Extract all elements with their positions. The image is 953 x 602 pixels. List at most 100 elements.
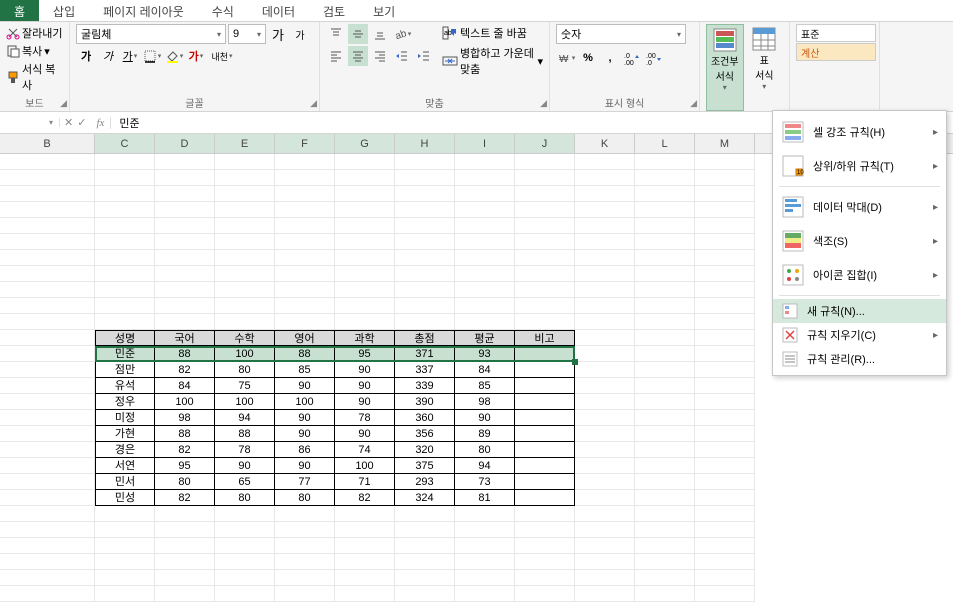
cell[interactable]: 90 [215, 458, 275, 474]
cell[interactable] [515, 170, 575, 186]
style-calc[interactable]: 계산 [796, 43, 876, 61]
cell[interactable] [695, 154, 755, 170]
cell[interactable] [275, 586, 335, 602]
cell[interactable] [395, 282, 455, 298]
cell[interactable] [515, 410, 575, 426]
cell[interactable] [635, 314, 695, 330]
tab-review[interactable]: 검토 [309, 0, 359, 21]
cell[interactable] [0, 522, 95, 538]
cell[interactable] [515, 346, 575, 362]
cell[interactable] [455, 586, 515, 602]
column-header[interactable]: E [215, 134, 275, 153]
cell[interactable] [395, 234, 455, 250]
cell[interactable] [335, 554, 395, 570]
cell[interactable] [95, 218, 155, 234]
number-format-combo[interactable]: 숫자▾ [556, 24, 686, 44]
cell[interactable] [275, 282, 335, 298]
cell[interactable]: 82 [155, 362, 215, 378]
cell[interactable] [0, 218, 95, 234]
cell[interactable] [635, 362, 695, 378]
cell[interactable]: 수학 [215, 330, 275, 346]
cell[interactable] [455, 506, 515, 522]
cell[interactable] [395, 522, 455, 538]
cell[interactable]: 82 [155, 442, 215, 458]
cell[interactable]: 88 [215, 426, 275, 442]
cell[interactable] [215, 282, 275, 298]
cell[interactable]: 390 [395, 394, 455, 410]
column-header[interactable]: F [275, 134, 335, 153]
cell[interactable] [635, 282, 695, 298]
cell[interactable]: 경은 [95, 442, 155, 458]
tab-data[interactable]: 데이터 [248, 0, 309, 21]
orientation-button[interactable]: ab▾ [392, 24, 412, 44]
cell[interactable] [0, 410, 95, 426]
cell[interactable] [575, 202, 635, 218]
cell[interactable] [575, 570, 635, 586]
cell[interactable] [395, 266, 455, 282]
cell[interactable] [575, 538, 635, 554]
fill-handle[interactable] [572, 359, 578, 365]
cell[interactable] [215, 538, 275, 554]
cell[interactable] [515, 314, 575, 330]
cell[interactable] [155, 282, 215, 298]
cell[interactable] [515, 538, 575, 554]
align-left-button[interactable] [326, 46, 346, 66]
cell[interactable]: 미정 [95, 410, 155, 426]
cell[interactable] [0, 202, 95, 218]
cell[interactable] [155, 170, 215, 186]
cell[interactable] [395, 314, 455, 330]
cell[interactable] [395, 186, 455, 202]
cell[interactable] [455, 570, 515, 586]
cell[interactable] [0, 346, 95, 362]
cell[interactable] [335, 202, 395, 218]
cell[interactable] [275, 250, 335, 266]
clear-rules-item[interactable]: 규칙 지우기(C)▸ [773, 323, 946, 347]
column-header[interactable]: G [335, 134, 395, 153]
cell[interactable] [515, 442, 575, 458]
cell[interactable] [155, 314, 215, 330]
cell[interactable] [155, 554, 215, 570]
cell[interactable] [515, 378, 575, 394]
cell[interactable] [695, 378, 755, 394]
cell[interactable] [155, 506, 215, 522]
cell[interactable] [95, 282, 155, 298]
cell[interactable] [515, 234, 575, 250]
cell[interactable] [575, 154, 635, 170]
cell[interactable] [575, 490, 635, 506]
cell[interactable] [0, 426, 95, 442]
cell[interactable] [455, 218, 515, 234]
cell[interactable] [395, 538, 455, 554]
cell[interactable] [695, 538, 755, 554]
cell[interactable] [455, 522, 515, 538]
number-launcher-icon[interactable]: ◢ [690, 98, 697, 109]
cell[interactable]: 80 [215, 362, 275, 378]
shrink-font-button[interactable]: 가 [290, 24, 310, 44]
cell[interactable] [275, 314, 335, 330]
increase-indent-button[interactable] [414, 46, 434, 66]
column-header[interactable]: C [95, 134, 155, 153]
cell[interactable] [335, 234, 395, 250]
cell[interactable] [515, 570, 575, 586]
cell[interactable] [575, 586, 635, 602]
underline-button[interactable]: 가▾ [120, 46, 140, 66]
cell[interactable]: 민성 [95, 490, 155, 506]
cell[interactable] [335, 186, 395, 202]
cell[interactable] [155, 202, 215, 218]
cell[interactable] [215, 570, 275, 586]
cell[interactable] [515, 506, 575, 522]
cell[interactable]: 90 [275, 458, 335, 474]
cell[interactable] [575, 410, 635, 426]
cell[interactable] [635, 554, 695, 570]
cell[interactable] [395, 506, 455, 522]
cell[interactable] [695, 506, 755, 522]
cell[interactable]: 총점 [395, 330, 455, 346]
cell[interactable] [215, 266, 275, 282]
cell[interactable] [575, 554, 635, 570]
cell[interactable]: 80 [275, 490, 335, 506]
cell[interactable] [455, 234, 515, 250]
cell[interactable] [335, 282, 395, 298]
cell[interactable] [575, 394, 635, 410]
cell[interactable]: 78 [215, 442, 275, 458]
cell[interactable]: 민서 [95, 474, 155, 490]
cell[interactable] [575, 522, 635, 538]
